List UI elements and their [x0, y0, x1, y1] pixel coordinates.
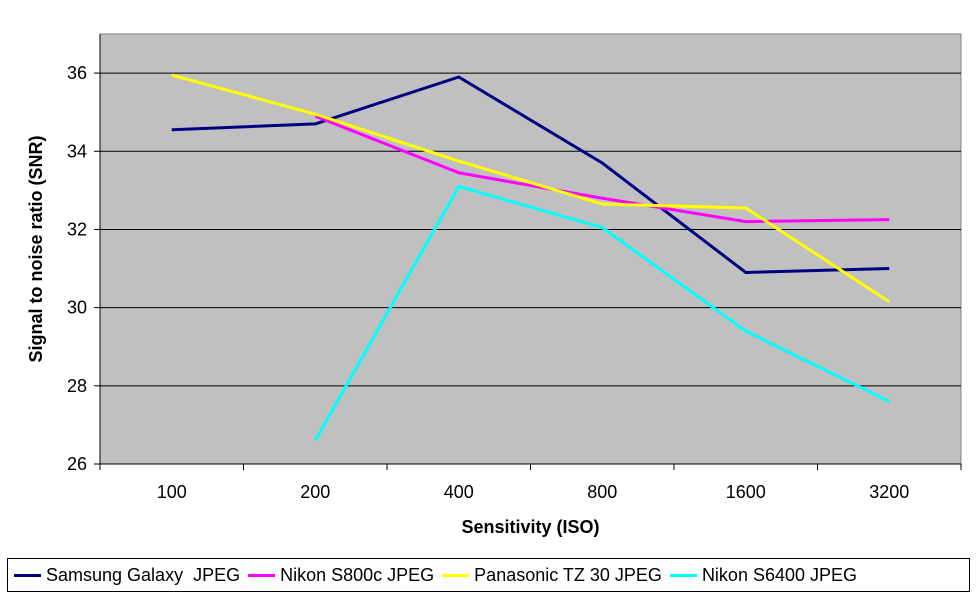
legend-swatch: [669, 573, 697, 577]
y-axis-title: Signal to noise ratio (SNR): [26, 135, 46, 362]
y-tick-label: 34: [67, 141, 87, 161]
legend-label: Nikon S6400 JPEG: [701, 564, 858, 585]
chart: 26 28 30 32 34 36 100 200 400 800 1600 3200 Signal …: [26, 33, 962, 537]
legend-item: Nikon S6400 JPEG: [669, 564, 858, 586]
legend: Samsung Galaxy JPEG Nikon S800c JPEG Panas…: [7, 558, 970, 592]
legend-item: Samsung Galaxy JPEG: [14, 565, 240, 586]
x-tick-label: 400: [444, 482, 474, 502]
x-tick-label: 1600: [726, 482, 766, 502]
y-tick-label: 32: [67, 219, 87, 239]
legend-swatch: [442, 573, 470, 577]
x-tick-label: 800: [587, 482, 617, 502]
y-tick-label: 36: [67, 63, 87, 83]
y-tick-label: 26: [67, 454, 87, 474]
legend-item: Nikon S800c JPEG: [248, 565, 434, 586]
legend-label: Samsung Galaxy JPEG: [46, 564, 241, 585]
x-tick-label: 3200: [869, 482, 909, 502]
legend-swatch: [14, 573, 41, 577]
x-tick-label: 200: [300, 482, 330, 502]
series-lines: [171, 73, 891, 442]
x-tick-label: 100: [157, 482, 187, 502]
legend-label: Nikon S800c JPEG: [280, 564, 435, 585]
series-line-3: [171, 73, 891, 304]
x-axis-title: Sensitivity (ISO): [461, 517, 599, 537]
y-tick-label: 30: [67, 298, 87, 318]
y-tick-label: 28: [67, 376, 87, 396]
series-line-4: [313, 184, 890, 442]
series-line-2: [314, 114, 890, 224]
legend-swatch: [248, 573, 276, 577]
legend-label: Panasonic TZ 30 JPEG: [474, 564, 662, 585]
tick-labels: 26 28 30 32 34 36 100 200 400 800 1600 3200: [67, 63, 909, 502]
axes: [94, 34, 962, 470]
series-line-1: [171, 75, 890, 274]
plot-area: [99, 33, 962, 465]
legend-item: Panasonic TZ 30 JPEG: [442, 565, 662, 586]
